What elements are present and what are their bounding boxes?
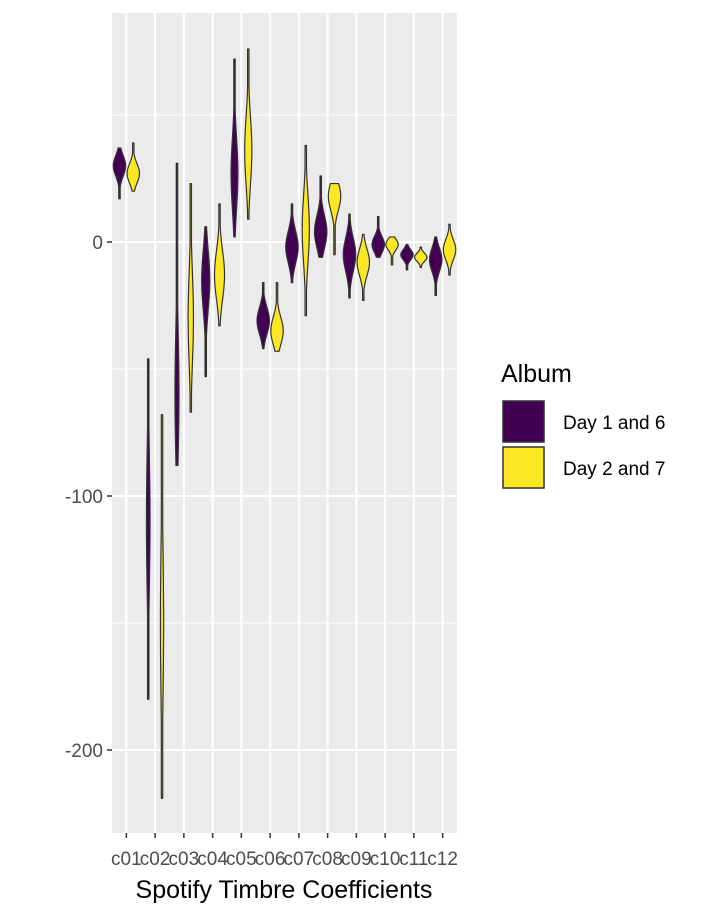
y-tick-label: 0 — [92, 233, 103, 254]
violin-c09-day2and7 — [356, 233, 371, 302]
legend-entries: Day 1 and 6 Day 2 and 7 — [502, 400, 665, 489]
legend-swatch — [502, 400, 545, 443]
x-tick-label: c11 — [399, 849, 428, 870]
x-tick-label: c05 — [226, 849, 257, 870]
violin-c06-day1and6 — [256, 282, 271, 350]
x-tick-label: c06 — [255, 849, 286, 870]
violin-c07-day2and7 — [301, 144, 310, 317]
violins — [112, 48, 457, 799]
violin-c07-day1and6 — [285, 203, 299, 284]
x-tick-label: c10 — [370, 849, 401, 870]
legend-label: Day 2 and 7 — [563, 459, 665, 480]
x-tick-label: c12 — [427, 849, 458, 870]
grid-lines — [112, 13, 457, 833]
violin-c01-day2and7 — [126, 142, 141, 192]
y-tick-label: -200 — [65, 741, 103, 762]
violin-c04-day1and6 — [201, 226, 211, 378]
x-tick-label: c04 — [197, 849, 228, 870]
violin-c03-day1and6 — [174, 162, 180, 467]
violin-c12-day2and7 — [442, 223, 457, 276]
y-axis: -200 -100 0 — [65, 233, 112, 762]
violin-c03-day2and7 — [187, 182, 195, 413]
violin-c10-day2and7 — [385, 236, 399, 266]
legend-title: Album — [501, 360, 572, 388]
plot-panel — [112, 13, 457, 833]
x-tick-label: c02 — [140, 849, 171, 870]
violin-c08-day1and6 — [313, 175, 328, 258]
y-tick-label: -100 — [65, 487, 103, 508]
legend-label: Day 1 and 6 — [563, 413, 665, 434]
x-tick-label: c03 — [169, 849, 200, 870]
x-tick-label: c09 — [341, 849, 372, 870]
legend: Album Day 1 and 6 Day 2 and 7 — [501, 360, 665, 489]
violin-c06-day2and7 — [270, 282, 284, 352]
violin-c11-day2and7 — [413, 246, 428, 268]
violin-c08-day2and7 — [327, 182, 342, 256]
violin-c11-day1and6 — [400, 243, 414, 271]
violin-c02-day1and6 — [145, 358, 151, 700]
violin-c09-day1and6 — [342, 213, 357, 299]
x-tick-label: c08 — [312, 849, 343, 870]
legend-swatch — [502, 446, 545, 489]
violin-c05-day2and7 — [244, 48, 253, 220]
violin-c04-day2and7 — [213, 203, 226, 327]
violin-c05-day1and6 — [230, 58, 239, 238]
violin-c01-day1and6 — [112, 147, 127, 200]
x-tick-label: c07 — [284, 849, 315, 870]
violin-c10-day1and6 — [371, 216, 386, 258]
violin-c12-day1and6 — [428, 236, 443, 296]
violin-c02-day2and7 — [159, 414, 165, 799]
x-axis-title: Spotify Timbre Coefficients — [136, 876, 433, 904]
x-tick-label: c01 — [111, 849, 142, 870]
